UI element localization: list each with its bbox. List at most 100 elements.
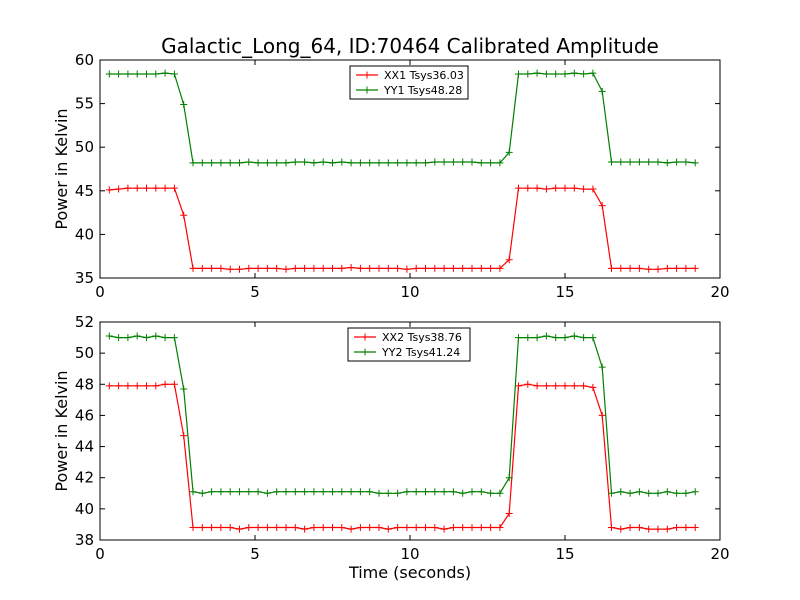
legend: XX2 Tsys38.76 YY2 Tsys41.24 (347, 327, 471, 362)
data-point (338, 488, 346, 496)
data-point (598, 87, 606, 95)
data-point (524, 70, 532, 78)
data-point (673, 524, 681, 532)
legend: XX1 Tsys36.03 YY1 Tsys48.28 (349, 65, 469, 100)
data-point (673, 489, 681, 497)
data-point (329, 488, 336, 496)
data-point (403, 488, 411, 496)
y-tick-label: 48 (75, 375, 94, 393)
data-point (282, 488, 290, 496)
data-point (161, 69, 169, 77)
data-point (496, 489, 504, 497)
data-point (487, 489, 495, 497)
data-point (226, 488, 234, 496)
data-point (263, 524, 271, 532)
data-point (663, 264, 671, 272)
legend-box (347, 327, 471, 362)
data-point (254, 264, 262, 272)
data-point (691, 488, 699, 496)
data-point (384, 264, 392, 272)
data-point (301, 158, 309, 166)
data-point (329, 159, 336, 167)
data-point (170, 184, 178, 192)
data-point (663, 488, 671, 496)
data-point (394, 159, 402, 167)
data-point (366, 264, 374, 272)
data-point (468, 158, 476, 166)
data-point (589, 383, 597, 391)
data-point (608, 264, 615, 272)
data-point (161, 184, 169, 192)
data-point (124, 334, 132, 342)
data-point (663, 525, 671, 533)
data-point (608, 524, 615, 532)
data-point (542, 332, 550, 340)
data-point (273, 488, 281, 496)
data-point (133, 382, 141, 390)
data-point (208, 264, 216, 272)
x-tick-label: 15 (555, 545, 574, 563)
legend-marker (361, 333, 369, 341)
data-point (245, 524, 253, 532)
x-tick-label: 0 (95, 545, 105, 563)
data-point (617, 158, 625, 166)
data-point (533, 382, 541, 390)
data-point (170, 70, 178, 78)
data-point (366, 488, 374, 496)
data-point (115, 382, 123, 390)
legend-box (349, 65, 469, 100)
data-point (329, 264, 336, 272)
data-point (487, 264, 495, 272)
data-point (189, 159, 197, 167)
data-point (552, 382, 560, 390)
data-point (496, 524, 504, 532)
data-point (422, 524, 429, 532)
data-point (170, 334, 178, 342)
data-point (440, 158, 448, 166)
data-point (180, 385, 188, 393)
y-tick-label: 35 (75, 269, 94, 287)
data-point (208, 524, 216, 532)
legend-label: XX1 Tsys36.03 (384, 69, 464, 82)
data-point (347, 488, 355, 496)
series-2 (105, 69, 699, 167)
data-point (375, 489, 383, 497)
x-tick-label: 20 (710, 283, 729, 301)
data-point (440, 488, 448, 496)
data-point (217, 264, 225, 272)
y-tick-label: 40 (75, 500, 94, 518)
data-point (477, 159, 485, 167)
data-point (347, 264, 355, 272)
legend-label: YY2 Tsys41.24 (381, 346, 460, 359)
data-point (338, 158, 346, 166)
data-point (180, 100, 188, 108)
x-tick-label: 10 (400, 545, 419, 563)
x-tick-label: 15 (555, 283, 574, 301)
data-point (431, 524, 439, 532)
data-point (449, 158, 457, 166)
data-point (356, 264, 364, 272)
data-point (236, 265, 243, 273)
series-1 (105, 380, 699, 533)
data-point (422, 159, 429, 167)
data-point (645, 489, 653, 497)
data-point (143, 334, 150, 342)
data-point (477, 488, 485, 496)
legend-label: XX2 Tsys38.76 (382, 331, 462, 344)
data-point (552, 334, 560, 342)
series-line (109, 335, 696, 495)
data-point (691, 524, 699, 532)
data-point (645, 265, 653, 273)
data-point (310, 159, 318, 167)
data-point (505, 474, 513, 482)
data-point (449, 488, 457, 496)
chart-title: Galactic_Long_64, ID:70464 Calibrated Am… (161, 34, 659, 58)
data-point (301, 525, 309, 533)
data-point (133, 332, 141, 340)
data-point (338, 264, 346, 272)
data-point (412, 524, 420, 532)
data-point (375, 524, 383, 532)
y-tick-label: 44 (75, 438, 94, 456)
data-point (505, 510, 513, 518)
data-point (319, 524, 327, 532)
